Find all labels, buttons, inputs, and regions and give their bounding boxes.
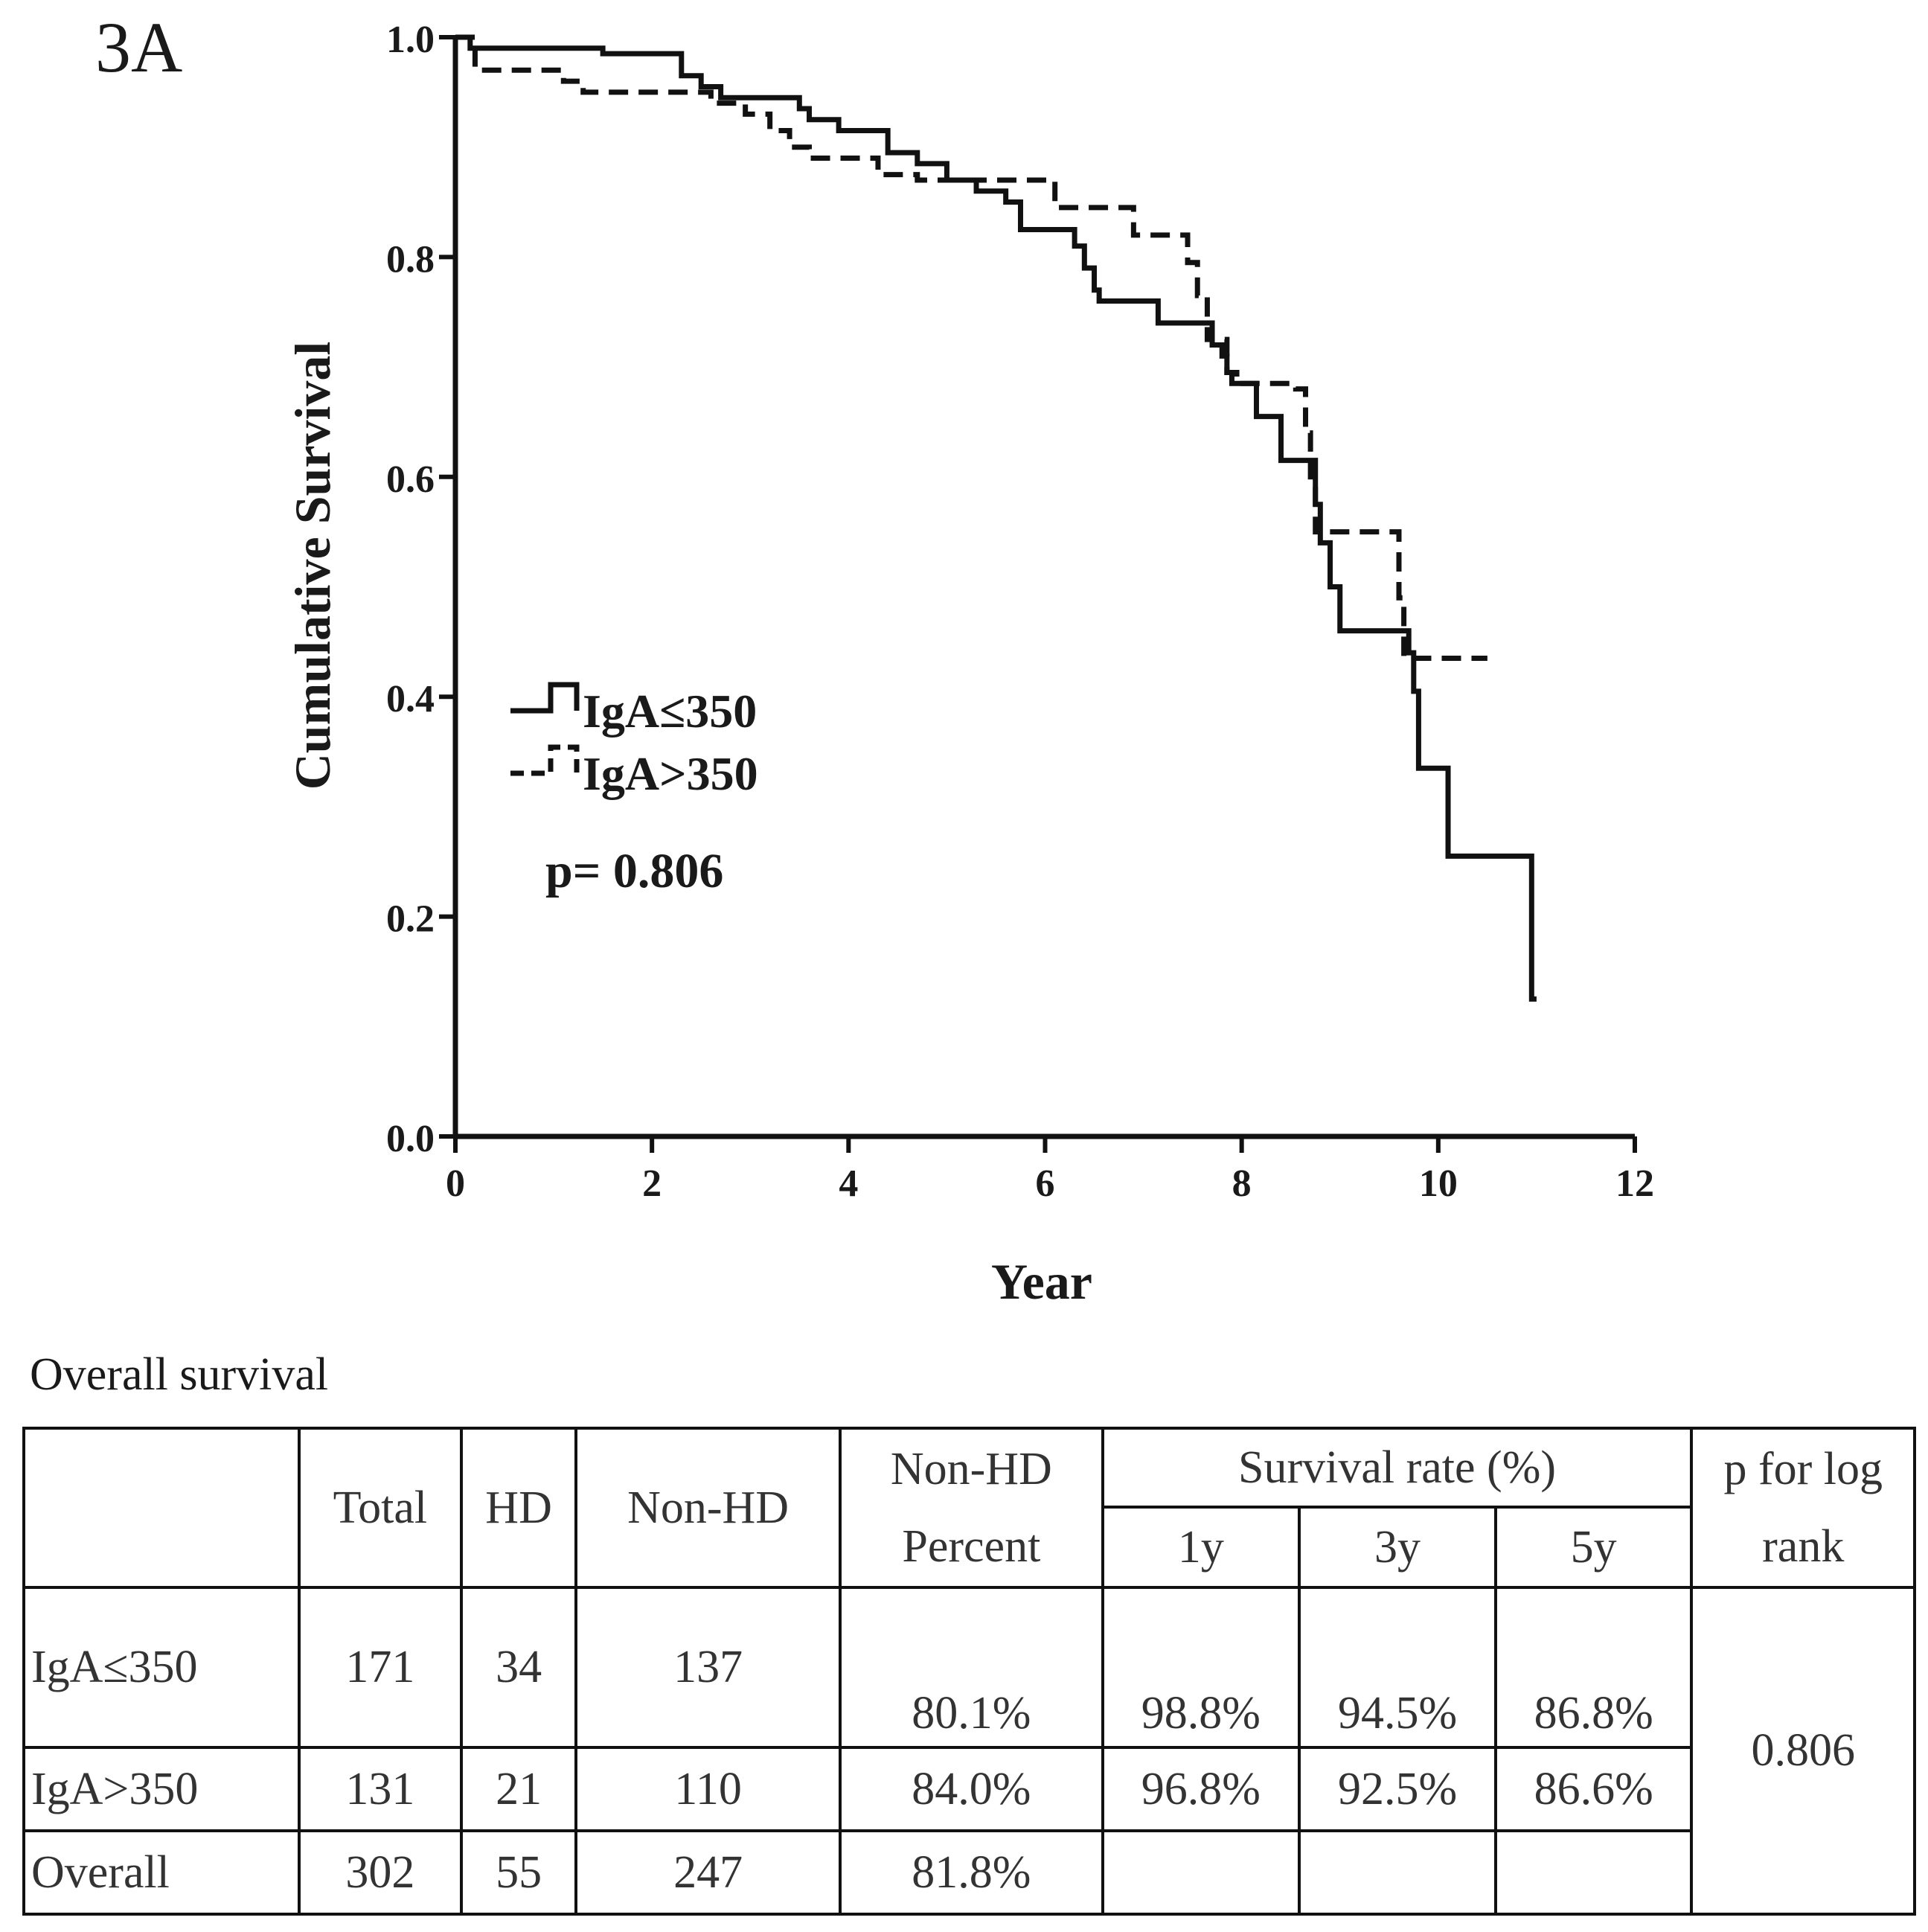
y-tick-label: 1.0 [386, 19, 435, 61]
x-tick-label: 2 [642, 1162, 662, 1205]
cell-3y: 94.5% [1298, 1586, 1497, 1749]
row-label: Overall [22, 1829, 301, 1916]
y-tick-label: 0.2 [386, 898, 435, 941]
cell-hd: 34 [460, 1586, 577, 1749]
y-tick-label: 0.4 [386, 678, 435, 720]
panel-label: 3A [95, 7, 183, 87]
cell-1y [1101, 1829, 1301, 1916]
legend-swatch [510, 744, 580, 776]
cell-3y [1298, 1829, 1497, 1916]
cell-p-value: 0.806 [1690, 1586, 1916, 1916]
cell-1y: 96.8% [1101, 1746, 1301, 1832]
y-tick-label: 0.0 [386, 1118, 435, 1160]
series-line-iga-below-350 [455, 34, 1537, 1002]
header-hd: HD [460, 1427, 577, 1589]
cell-hd: 55 [460, 1829, 577, 1916]
header-non-hd: Non-HD [574, 1427, 842, 1589]
cell-5y: 86.6% [1493, 1746, 1694, 1832]
x-tick-label: 12 [1615, 1162, 1654, 1205]
cell-non-hd: 137 [574, 1586, 842, 1749]
legend-label: IgA≤350 [583, 685, 757, 738]
cell-3y: 92.5% [1298, 1746, 1497, 1832]
cell-total: 302 [297, 1829, 464, 1916]
cell-5y: 86.8% [1493, 1586, 1694, 1749]
cell-5y [1493, 1829, 1694, 1916]
table-caption: Overall survival [30, 1349, 329, 1400]
table-row: IgA>350 131 21 110 84.0% 96.8% 92.5% 86.… [22, 1746, 1915, 1832]
cell-total: 171 [297, 1586, 464, 1749]
cell-hd: 21 [460, 1746, 577, 1832]
table-row: Overall 302 55 247 81.8% [22, 1829, 1915, 1916]
series-line-iga-above-350 [455, 34, 1487, 662]
header-total: Total [297, 1427, 464, 1589]
header-p-log-rank: p for log rank [1690, 1427, 1916, 1589]
cell-non-hd-percent: 84.0% [839, 1746, 1104, 1832]
legend-label: IgA>350 [583, 747, 758, 800]
cell-non-hd-percent: 80.1% [839, 1586, 1104, 1749]
cell-non-hd: 247 [574, 1829, 842, 1916]
header-empty-cell [22, 1427, 301, 1589]
table-row: IgA≤350 171 34 137 80.1% 98.8% 94.5% 86.… [22, 1586, 1916, 1916]
header-1y: 1y [1101, 1506, 1301, 1589]
header-5y: 5y [1493, 1506, 1694, 1589]
legend-swatch [510, 682, 580, 714]
header-non-hd-percent: Non-HD Percent [839, 1427, 1104, 1589]
cell-1y: 98.8% [1101, 1586, 1301, 1749]
survival-table: Total HD Non-HD Non-HD Percent Survival … [22, 1427, 1916, 1916]
y-tick-label: 0.8 [386, 238, 435, 281]
series-group [455, 34, 1537, 1002]
cell-total: 131 [297, 1746, 464, 1832]
x-axis-label: Year [991, 1253, 1092, 1310]
x-tick-label: 8 [1232, 1162, 1252, 1205]
x-tick-label: 0 [446, 1162, 465, 1205]
x-tick-label: 10 [1419, 1162, 1458, 1205]
y-tick-label: 0.6 [386, 458, 435, 501]
header-3y: 3y [1298, 1506, 1497, 1589]
row-label: IgA≤350 [22, 1586, 301, 1749]
cell-non-hd-percent: 81.8% [839, 1829, 1104, 1916]
header-survival-rate: Survival rate (%) [1101, 1427, 1694, 1509]
x-tick-label: 4 [839, 1162, 858, 1205]
row-label: IgA>350 [22, 1746, 301, 1832]
survival-chart: 0.0 0.2 0.4 0.6 0.8 1.0 0 2 4 6 8 10 12 IgA≤350 IgA>3… [284, 19, 1654, 1310]
axes: 0.0 0.2 0.4 0.6 0.8 1.0 0 2 4 6 8 10 12 [386, 19, 1654, 1205]
legend: IgA≤350 IgA>350 [510, 682, 758, 800]
cell-non-hd: 110 [574, 1746, 842, 1832]
y-axis-label: Cumulative Survival [284, 342, 341, 790]
p-value-annotation: p= 0.806 [545, 844, 723, 898]
x-tick-label: 6 [1036, 1162, 1055, 1205]
